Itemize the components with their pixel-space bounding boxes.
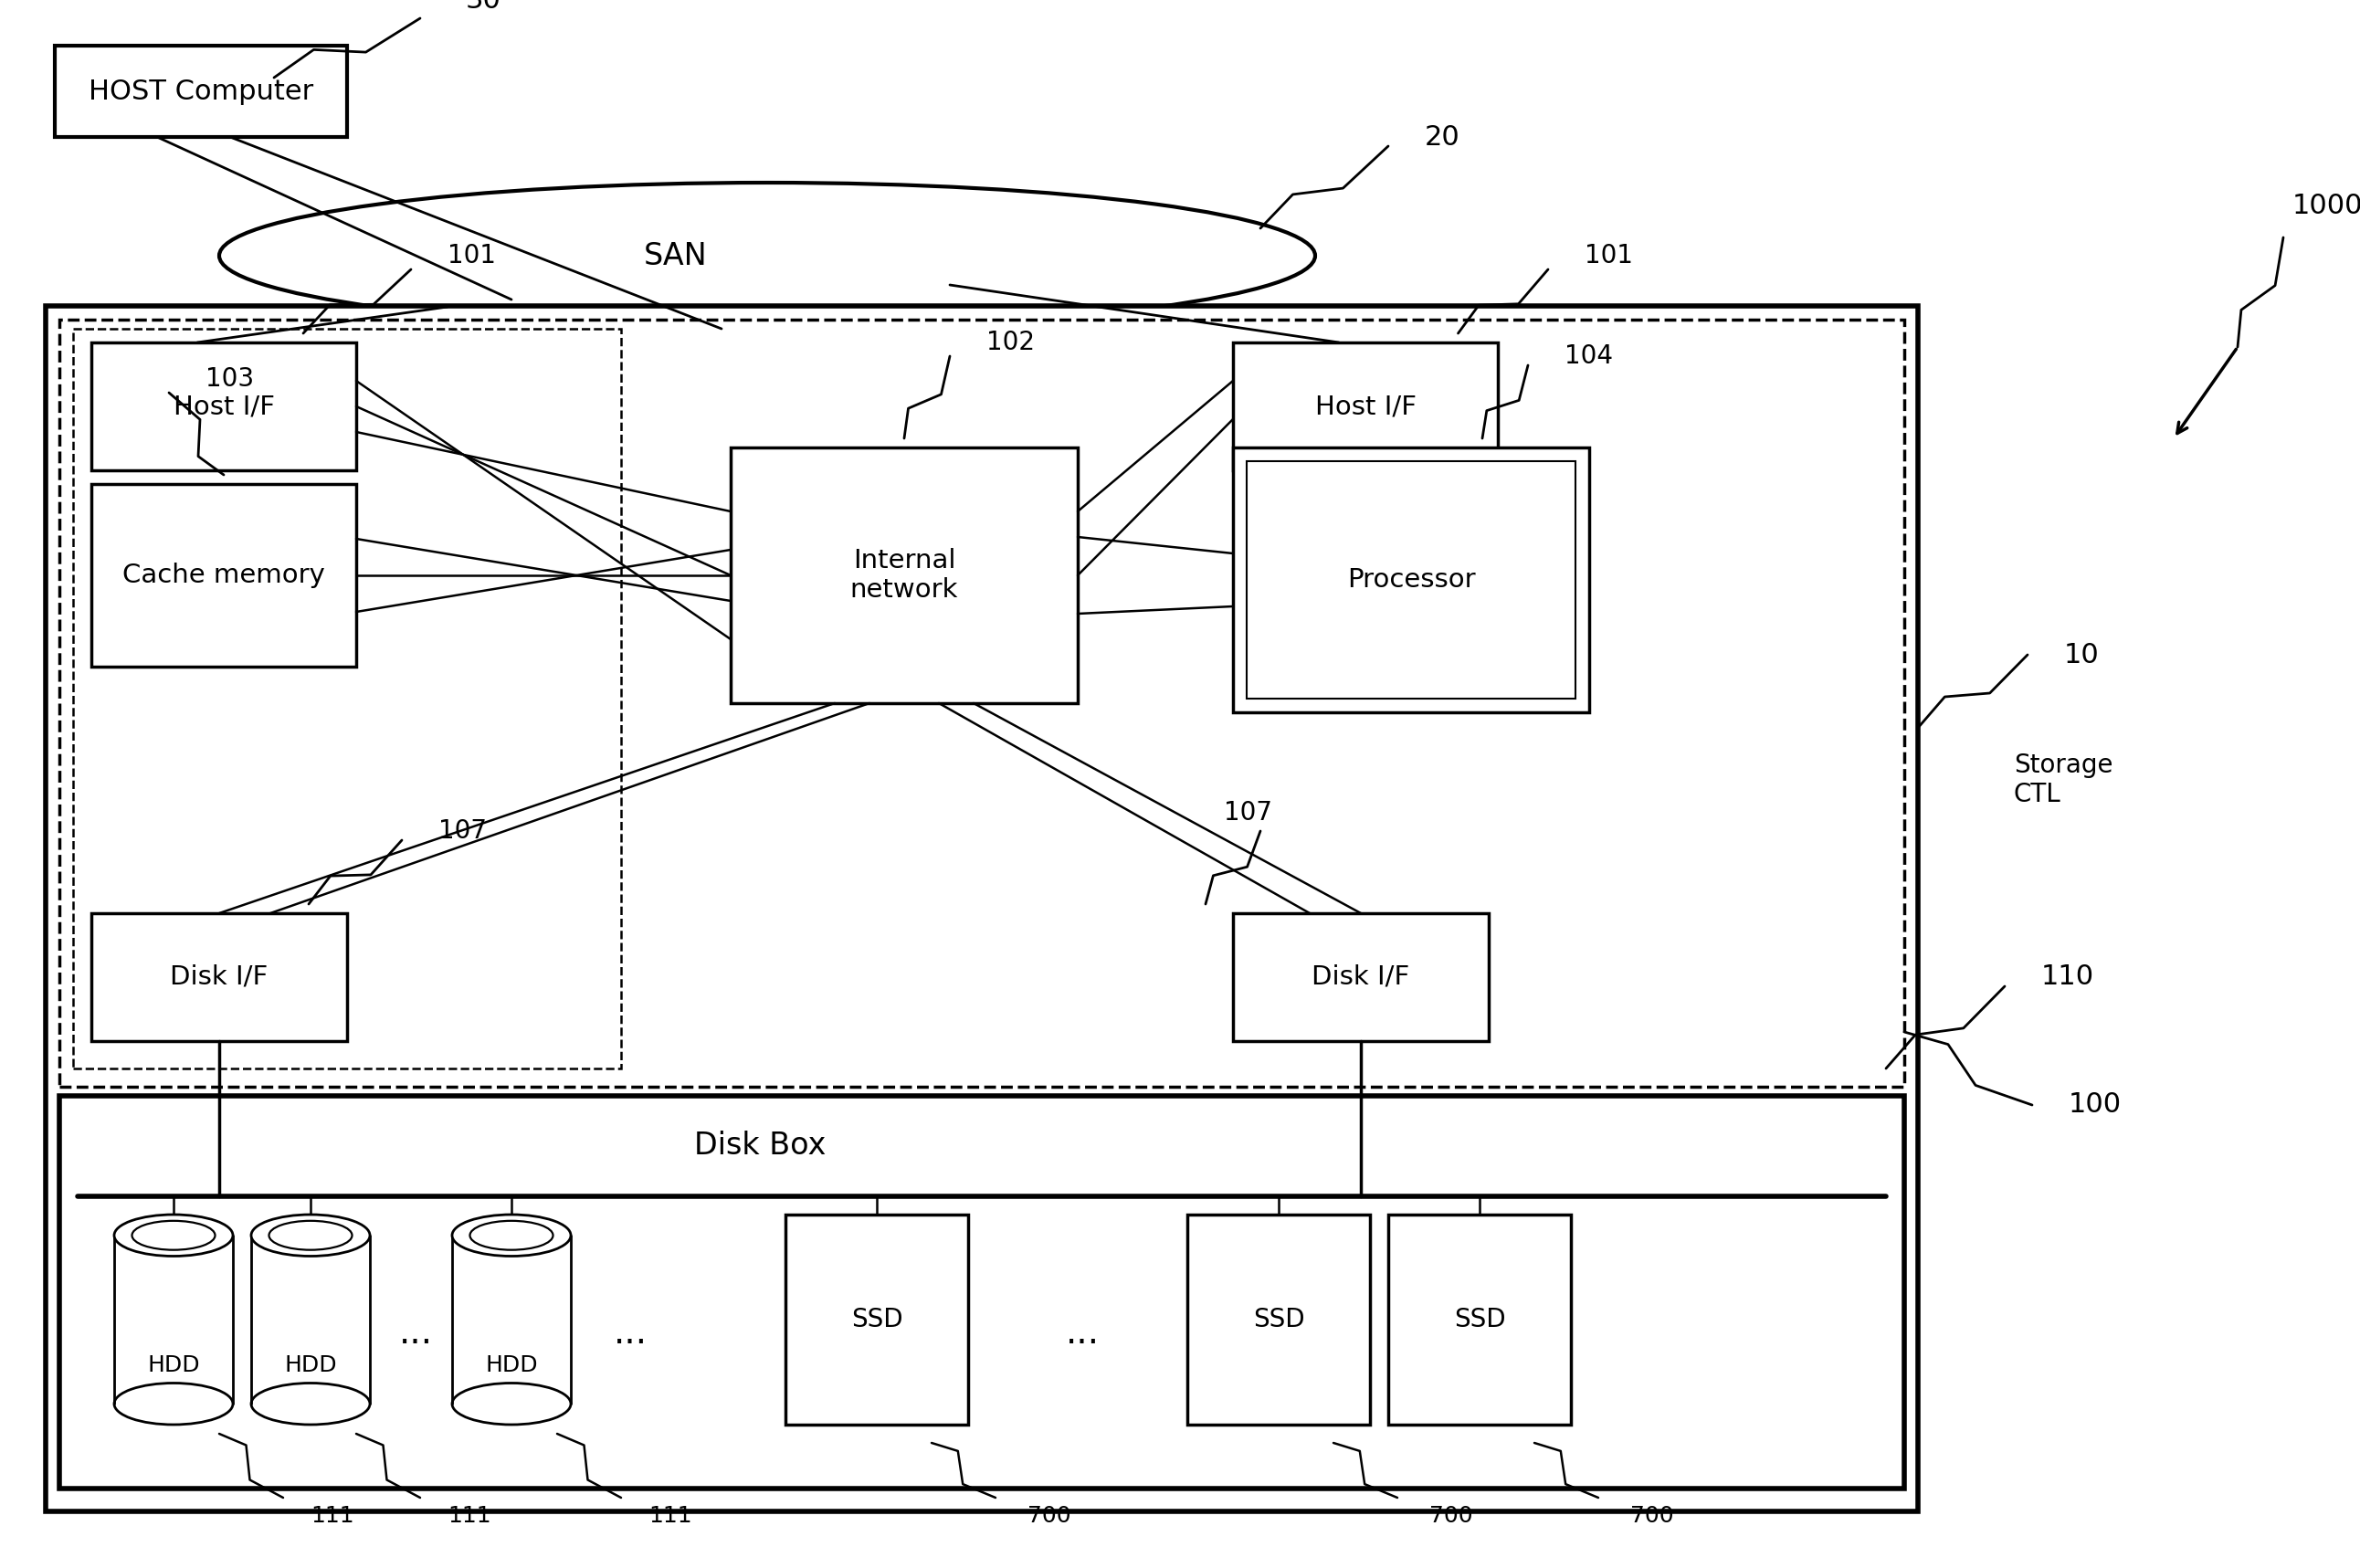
Bar [1388,1215,1572,1425]
Text: HDD: HDD [283,1355,337,1377]
Text: 700: 700 [1631,1505,1673,1527]
Text: ...: ... [1064,1316,1100,1350]
Bar [59,320,1905,1087]
Ellipse shape [453,1383,571,1425]
Text: 110: 110 [2041,964,2093,991]
Text: 107: 107 [439,818,486,844]
Bar [92,342,356,470]
Text: 107: 107 [1225,800,1272,825]
Text: Cache memory: Cache memory [123,563,326,588]
Text: SSD: SSD [852,1306,902,1333]
Text: 10000: 10000 [2292,193,2360,218]
Ellipse shape [470,1221,552,1250]
Bar [732,447,1079,702]
Text: 10: 10 [2065,641,2100,668]
Ellipse shape [250,1383,371,1425]
Bar [1232,913,1489,1041]
Text: 111: 111 [312,1505,354,1527]
Bar [1232,342,1499,470]
Text: HDD: HDD [486,1355,538,1377]
Bar [1246,461,1576,699]
Ellipse shape [269,1221,352,1250]
Text: 30: 30 [465,0,500,13]
Text: 101: 101 [448,243,496,268]
Text: 700: 700 [1027,1505,1071,1527]
Text: HDD: HDD [146,1355,201,1377]
Text: Storage
CTL: Storage CTL [2013,753,2112,808]
Text: Disk I/F: Disk I/F [1312,964,1409,989]
Text: SSD: SSD [1454,1306,1506,1333]
Bar [54,45,347,136]
Text: 700: 700 [1430,1505,1473,1527]
Ellipse shape [453,1215,571,1256]
Bar [92,913,347,1041]
Text: 104: 104 [1565,343,1612,368]
Text: 111: 111 [448,1505,491,1527]
Text: Host I/F: Host I/F [172,394,274,419]
Ellipse shape [132,1221,215,1250]
Text: SAN: SAN [644,240,708,271]
Text: 101: 101 [1584,243,1633,268]
Text: Disk Box: Disk Box [694,1131,826,1162]
Text: 20: 20 [1425,124,1461,151]
Ellipse shape [113,1215,234,1256]
Text: Processor: Processor [1348,568,1475,593]
Text: 103: 103 [205,367,255,392]
Bar [92,485,356,666]
Bar [1187,1215,1369,1425]
Text: 102: 102 [986,329,1034,356]
Text: ...: ... [614,1316,647,1350]
Text: Host I/F: Host I/F [1315,394,1416,419]
Ellipse shape [250,1215,371,1256]
Bar [73,329,621,1068]
Text: Internal
network: Internal network [850,547,958,604]
Text: ...: ... [399,1316,432,1350]
Bar [59,1096,1905,1488]
Ellipse shape [219,182,1315,329]
Bar [1232,447,1588,712]
Bar [45,306,1919,1512]
Text: SSD: SSD [1253,1306,1305,1333]
Ellipse shape [113,1383,234,1425]
Text: 111: 111 [649,1505,691,1527]
Text: HOST Computer: HOST Computer [87,78,314,105]
Text: 100: 100 [2070,1091,2122,1118]
Bar [786,1215,968,1425]
Text: Disk I/F: Disk I/F [170,964,269,989]
